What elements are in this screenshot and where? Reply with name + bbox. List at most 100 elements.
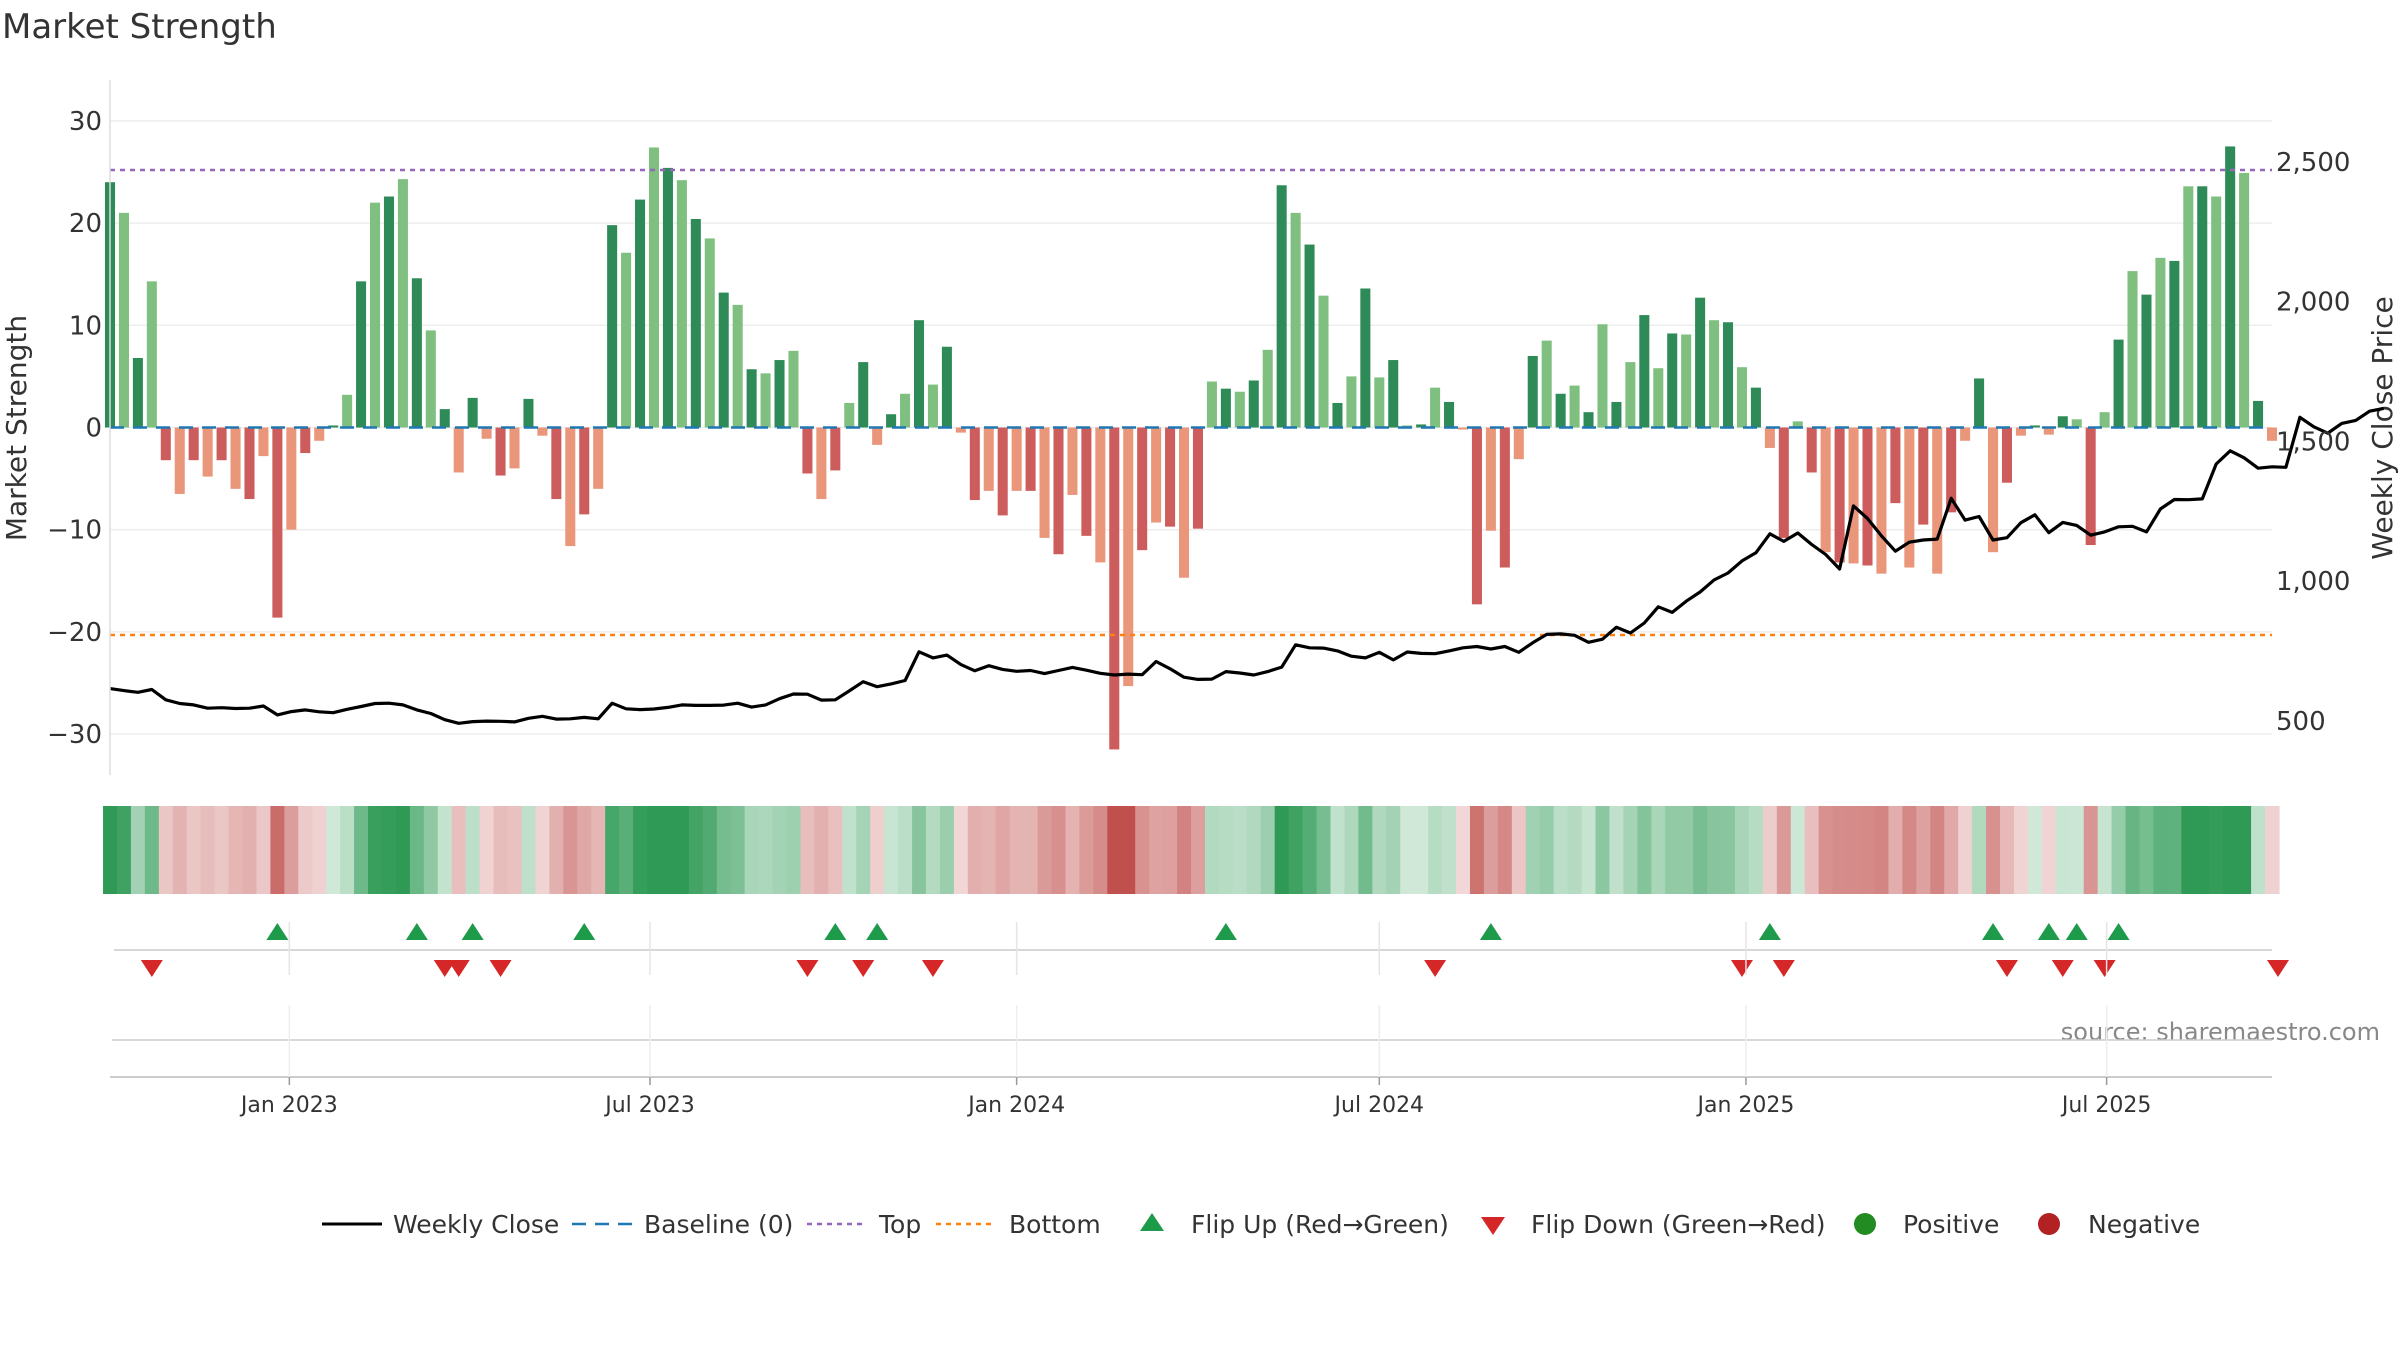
strength-bar <box>676 180 687 428</box>
strength-strip-cell <box>772 806 788 894</box>
flip-up-marker <box>1214 923 1237 940</box>
strength-strip-cell <box>242 806 258 894</box>
strength-strip-cell <box>2111 806 2127 894</box>
strength-strip-cell <box>870 806 885 894</box>
strength-strip-cell <box>1204 806 1220 894</box>
strength-strip-cell <box>1567 806 1583 894</box>
strength-bar <box>1513 427 1524 460</box>
strength-strip-cell <box>1260 806 1276 894</box>
strength-bar <box>188 427 199 461</box>
strength-bar <box>1137 427 1148 551</box>
strength-bar <box>1932 427 1943 574</box>
strength-bar <box>1039 427 1050 538</box>
strength-bar <box>1206 381 1217 428</box>
y-right-tick-label: 2,000 <box>2276 288 2350 318</box>
flip-up-marker <box>266 923 289 940</box>
strength-strip-cell <box>493 806 509 894</box>
strength-strip-cell <box>1539 806 1555 894</box>
strength-bar <box>1011 427 1022 491</box>
strength-bar <box>1862 427 1873 566</box>
strength-bar <box>746 369 757 428</box>
strength-strip-cell <box>1707 806 1722 894</box>
strength-strip-cell <box>1497 806 1513 894</box>
strength-bar <box>2183 186 2194 428</box>
strength-strip-cell <box>1344 806 1359 894</box>
strength-strip-cell <box>2139 806 2155 894</box>
strength-bar <box>1611 401 1622 428</box>
strength-strip-cell <box>144 806 160 894</box>
strength-strip-cell <box>2181 806 2196 894</box>
strength-strip-cell <box>1274 806 1290 894</box>
strength-bar <box>1179 427 1190 578</box>
strength-bar <box>1653 368 1664 428</box>
flip-down-marker <box>140 960 163 977</box>
strength-bar <box>1192 427 1203 529</box>
strength-strip-cell <box>1553 806 1569 894</box>
strength-bar <box>1290 212 1301 428</box>
strength-bar <box>955 427 966 433</box>
strength-bar <box>2239 173 2250 428</box>
strength-strip-cell <box>1079 806 1094 894</box>
y-right-tick-label: 500 <box>2276 707 2326 737</box>
strength-bar <box>1778 427 1789 538</box>
strength-strip-cell <box>1386 806 1401 894</box>
strength-strip-cell <box>1679 806 1694 894</box>
strength-bar <box>2253 400 2264 428</box>
strength-bar <box>146 281 157 428</box>
strength-bar <box>816 427 827 500</box>
strength-strip-cell <box>1776 806 1792 894</box>
strength-strip-cell <box>1121 806 1136 894</box>
strength-strip-cell <box>2167 806 2182 894</box>
strength-strip-cell <box>981 806 997 894</box>
strength-bar <box>397 179 408 428</box>
strength-strip-cell <box>800 806 815 894</box>
strength-bar <box>607 225 618 428</box>
legend-swatch-negative <box>2038 1213 2060 1235</box>
strength-strip-cell <box>395 806 411 894</box>
legend-label: Weekly Close <box>393 1210 559 1239</box>
weekly-close-line <box>109 406 2384 725</box>
strength-strip-cell <box>2069 806 2085 894</box>
strength-strip-cell <box>2027 806 2043 894</box>
legend-label: Bottom <box>1009 1210 1101 1239</box>
legend-label: Baseline (0) <box>644 1210 793 1239</box>
strength-strip-cell <box>1177 806 1192 894</box>
strength-strip-cell <box>535 806 550 894</box>
strength-strip-cell <box>1051 806 1067 894</box>
strength-strip-cell <box>1874 806 1890 894</box>
strength-strip-cell <box>549 806 564 894</box>
y-left-tick-label: 10 <box>69 311 102 341</box>
strength-bar <box>1151 427 1162 523</box>
strength-strip-cell <box>2265 806 2280 894</box>
strength-strip-cell <box>116 806 132 894</box>
strength-bar <box>383 196 394 428</box>
legend-swatch-flip-up <box>1140 1213 1164 1231</box>
weekly-close-polyline <box>109 406 2384 725</box>
strength-strip-cell <box>1986 806 2001 894</box>
strength-strip-cell <box>437 806 453 894</box>
strength-bar <box>1876 427 1887 574</box>
strength-bar <box>2029 425 2040 428</box>
strength-strip-cell <box>1107 806 1122 894</box>
legend-label: Flip Up (Red→Green) <box>1191 1210 1449 1239</box>
legend-label: Negative <box>2088 1210 2200 1239</box>
y-left-tick-label: 20 <box>69 209 102 239</box>
strength-bar <box>425 330 436 428</box>
chart-title: Market Strength <box>2 7 277 47</box>
strength-strip-cell <box>912 806 927 894</box>
strength-bar <box>1276 185 1287 428</box>
flip-up-marker <box>461 923 484 940</box>
strength-bar <box>1234 391 1245 428</box>
strength-bar <box>1695 297 1706 428</box>
x-tick-label: Jul 2023 <box>603 1093 695 1118</box>
strength-bar <box>774 360 785 428</box>
strength-strip-cell <box>1762 806 1778 894</box>
strength-bar <box>593 427 604 489</box>
legend-label: Flip Down (Green→Red) <box>1531 1210 1826 1239</box>
strength-strip-cell <box>1693 806 1708 894</box>
strength-strip-cell <box>1790 806 1806 894</box>
strength-strip-cell <box>563 806 578 894</box>
strength-strip-cell <box>228 806 244 894</box>
strength-strip-cell <box>856 806 871 894</box>
strength-bar <box>328 425 339 428</box>
